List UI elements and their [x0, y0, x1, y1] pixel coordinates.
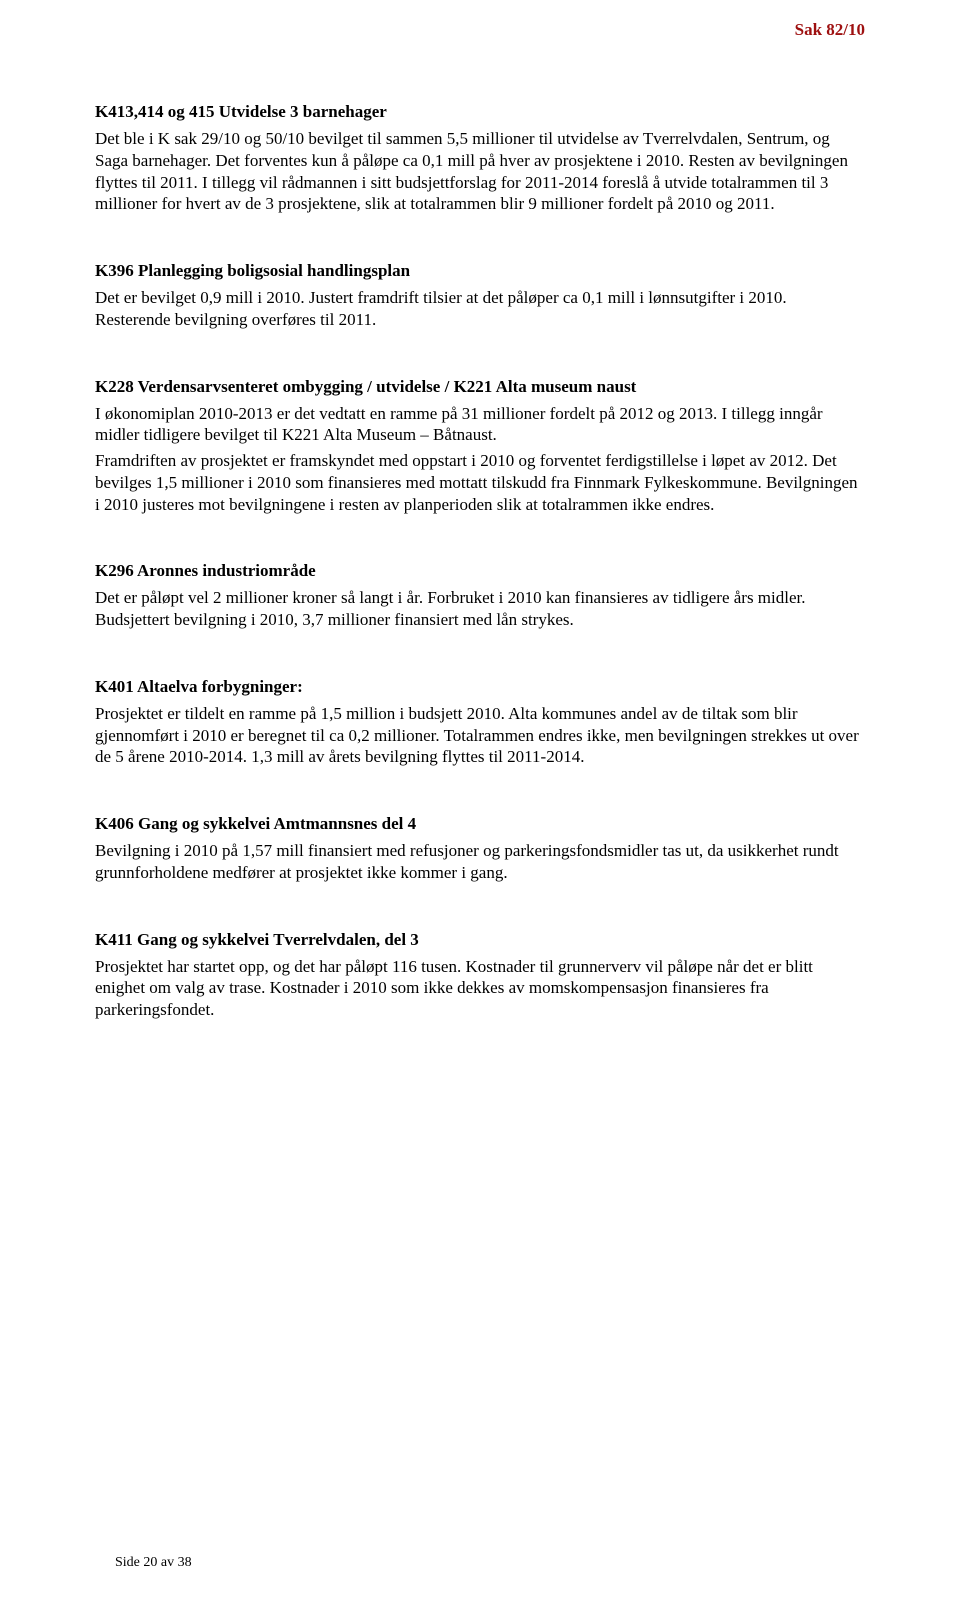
section-body-k406: Bevilgning i 2010 på 1,57 mill finansier… [95, 840, 865, 884]
section-heading-k411: K411 Gang og sykkelvei Tverrelvdalen, de… [95, 930, 865, 950]
section-heading-k296: K296 Aronnes industriområde [95, 561, 865, 581]
section-heading-k406: K406 Gang og sykkelvei Amtmannsnes del 4 [95, 814, 865, 834]
paragraph: Bevilgning i 2010 på 1,57 mill finansier… [95, 840, 865, 884]
paragraph: Det er påløpt vel 2 millioner kroner så … [95, 587, 865, 631]
page-number: Side 20 av 38 [115, 1555, 192, 1571]
section-body-k413: Det ble i K sak 29/10 og 50/10 bevilget … [95, 128, 865, 215]
section-heading-k228: K228 Verdensarvsenteret ombygging / utvi… [95, 377, 865, 397]
section-heading-k401: K401 Altaelva forbygninger: [95, 677, 865, 697]
section-heading-k396: K396 Planlegging boligsosial handlingspl… [95, 261, 865, 281]
section-body-k228: I økonomiplan 2010-2013 er det vedtatt e… [95, 403, 865, 516]
paragraph: Prosjektet har startet opp, og det har p… [95, 956, 865, 1021]
section-body-k396: Det er bevilget 0,9 mill i 2010. Justert… [95, 287, 865, 331]
paragraph: Framdriften av prosjektet er framskyndet… [95, 450, 865, 515]
paragraph: Det ble i K sak 29/10 og 50/10 bevilget … [95, 128, 865, 215]
paragraph: I økonomiplan 2010-2013 er det vedtatt e… [95, 403, 865, 447]
section-body-k296: Det er påløpt vel 2 millioner kroner så … [95, 587, 865, 631]
section-body-k411: Prosjektet har startet opp, og det har p… [95, 956, 865, 1021]
document-page: Sak 82/10 K413,414 og 415 Utvidelse 3 ba… [0, 0, 960, 1597]
paragraph: Det er bevilget 0,9 mill i 2010. Justert… [95, 287, 865, 331]
document-header-right: Sak 82/10 [95, 20, 865, 40]
section-heading-k413: K413,414 og 415 Utvidelse 3 barnehager [95, 102, 865, 122]
paragraph: Prosjektet er tildelt en ramme på 1,5 mi… [95, 703, 865, 768]
section-body-k401: Prosjektet er tildelt en ramme på 1,5 mi… [95, 703, 865, 768]
